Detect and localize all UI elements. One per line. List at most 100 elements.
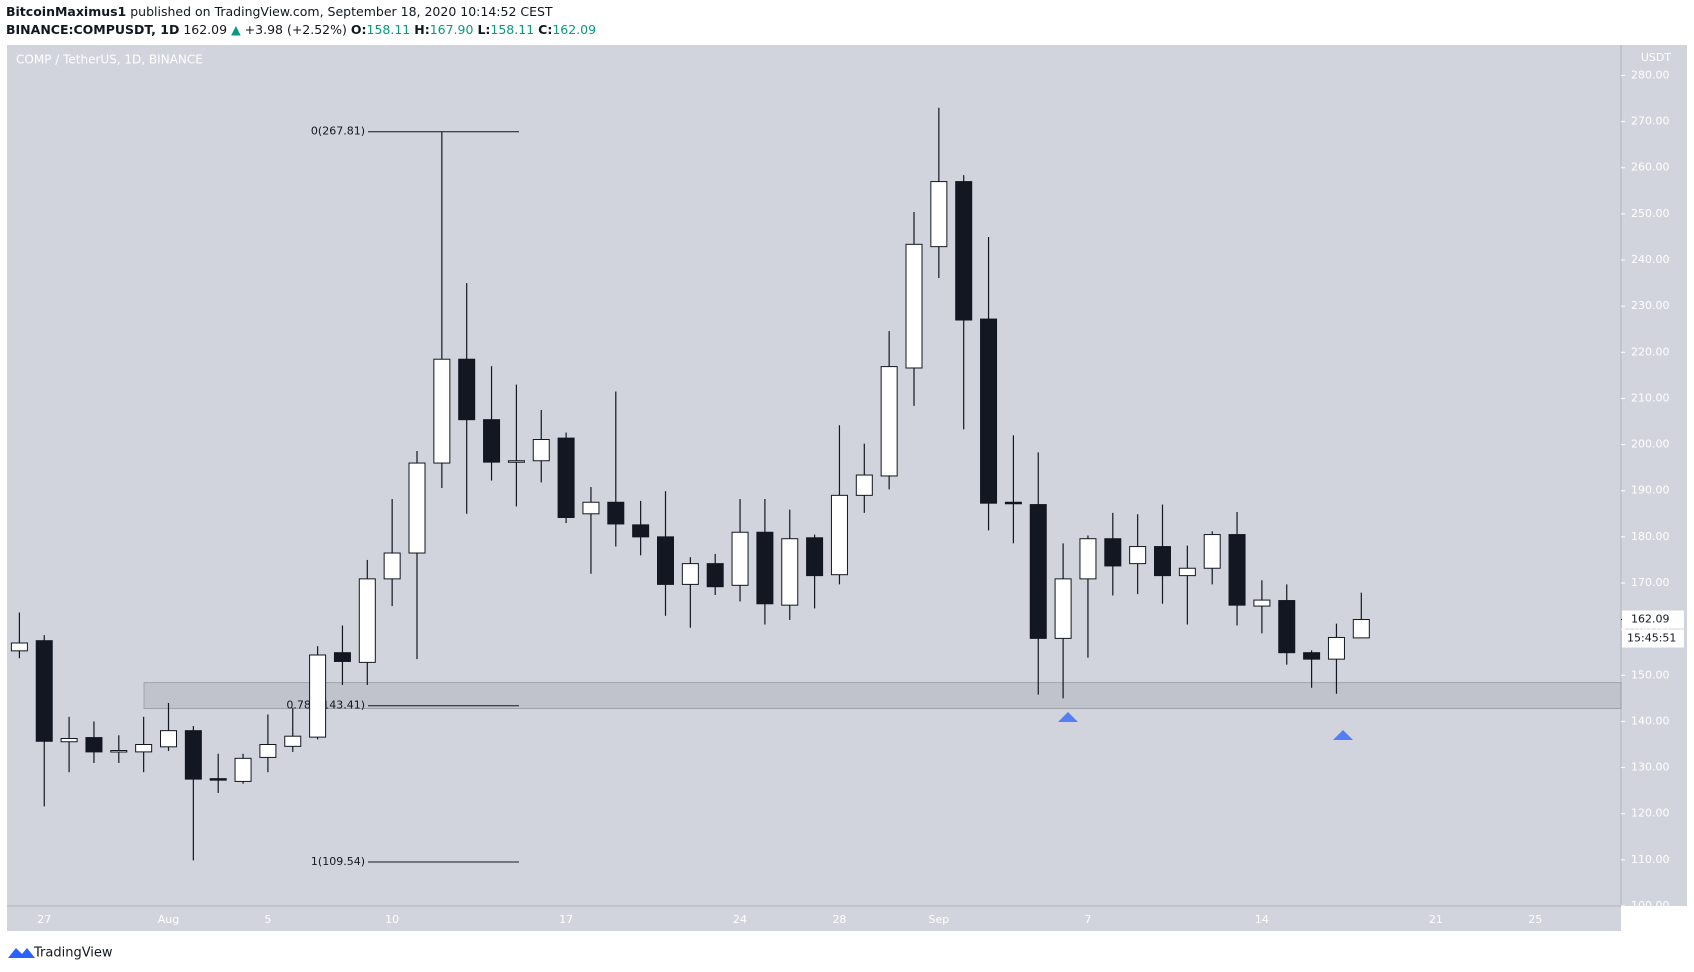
candle-body <box>855 474 873 496</box>
candle-body <box>1054 578 1072 639</box>
candle-body <box>1352 619 1370 639</box>
x-tick-label: 17 <box>559 913 573 926</box>
o-label: O: <box>350 22 367 37</box>
h-label: H: <box>414 22 430 37</box>
arrow: ▲ <box>231 22 241 37</box>
plot-background <box>7 45 1621 906</box>
y-tick-label: 250.00 <box>1631 207 1670 220</box>
candle-body <box>905 243 923 369</box>
candle-body <box>1178 567 1196 577</box>
candle-body <box>110 750 128 753</box>
quote-line: BINANCE:COMPUSDT, 1D 162.09 ▲ +3.98 (+2.… <box>6 21 596 39</box>
time-axis <box>7 906 1621 931</box>
y-tick-label: 220.00 <box>1631 345 1670 358</box>
o: 158.11 <box>366 22 411 37</box>
published: published on TradingView.com, September … <box>130 4 553 19</box>
h: 167.90 <box>429 22 474 37</box>
x-tick-label: 7 <box>1084 913 1091 926</box>
candle-body <box>483 419 501 463</box>
candle-body <box>930 181 948 248</box>
candle-body <box>1253 599 1271 607</box>
y-tick-label: 190.00 <box>1631 484 1670 497</box>
fib-label: 1(109.54) <box>311 855 365 868</box>
signal-arrow <box>1058 712 1078 722</box>
candle-body <box>1104 538 1122 567</box>
candle-body <box>408 462 426 554</box>
y-tick-label: 170.00 <box>1631 576 1670 589</box>
candle-body <box>284 735 302 747</box>
x-tick-label: 24 <box>733 913 747 926</box>
candle-body <box>756 531 774 605</box>
candle-body <box>1129 546 1147 565</box>
candle-body <box>1278 600 1296 654</box>
candle-body <box>806 537 824 577</box>
price-axis <box>1621 45 1687 906</box>
x-tick-label: 5 <box>264 913 271 926</box>
candle-body <box>383 552 401 580</box>
candle-body <box>1154 546 1171 577</box>
y-tick-label: 110.00 <box>1631 853 1670 866</box>
c-label: C: <box>538 22 553 37</box>
candle-body <box>706 563 724 588</box>
author: BitcoinMaximus1 <box>6 4 127 19</box>
signal-arrow <box>1333 730 1353 740</box>
y-tick-label: 280.00 <box>1631 68 1670 81</box>
brand: TradingView <box>33 946 113 961</box>
countdown-box <box>1622 629 1684 648</box>
candle-body <box>309 654 327 738</box>
symbol: BINANCE:COMPUSDT, 1D <box>6 22 180 37</box>
candle-body <box>1327 636 1345 660</box>
candle-body <box>1303 652 1321 660</box>
y-tick-label: 120.00 <box>1631 807 1670 820</box>
candle-body <box>10 642 28 652</box>
fib-label: 0(267.81) <box>311 125 365 138</box>
y-tick-label: 200.00 <box>1631 438 1670 451</box>
x-tick-label: Sep <box>928 913 949 926</box>
publish-line: BitcoinMaximus1 published on TradingView… <box>6 3 596 21</box>
candle-body <box>135 744 153 753</box>
x-tick-label: Aug <box>158 913 179 926</box>
candle-body <box>1079 538 1097 580</box>
x-tick-label: 28 <box>832 913 846 926</box>
candle-body <box>160 730 177 748</box>
y-tick-label: 180.00 <box>1631 530 1670 543</box>
y-tick-label: 130.00 <box>1631 761 1670 774</box>
x-tick-label: 21 <box>1429 913 1443 926</box>
candle-body <box>582 501 600 515</box>
candle-body <box>880 366 898 477</box>
candle-body <box>1004 501 1022 505</box>
logo-mark <box>8 948 35 958</box>
candle-body <box>333 652 351 662</box>
candle-body <box>1228 534 1246 606</box>
l: 158.11 <box>490 22 535 37</box>
candle-body <box>507 460 525 463</box>
y-tick-label: 240.00 <box>1631 253 1670 266</box>
last-price-box <box>1622 610 1684 629</box>
last: 162.09 <box>183 22 228 37</box>
candle-body <box>607 501 625 525</box>
candle-body <box>1029 504 1047 639</box>
support-zone <box>143 682 1622 709</box>
y-tick-label: 260.00 <box>1631 161 1670 174</box>
y-tick-label: 270.00 <box>1631 115 1670 128</box>
plot: 100.00110.00120.00130.00140.00150.00160.… <box>10 68 1670 926</box>
candle-body <box>632 524 650 538</box>
candle-body <box>35 640 53 742</box>
header: BitcoinMaximus1 published on TradingView… <box>6 3 596 39</box>
candle-body <box>830 494 848 576</box>
x-tick-label: 14 <box>1255 913 1269 926</box>
y-tick-label: 210.00 <box>1631 391 1670 404</box>
candle-body <box>955 181 973 321</box>
candle-body <box>557 437 575 518</box>
y-tick-label: 140.00 <box>1631 714 1670 727</box>
candle-body <box>358 578 376 663</box>
candle-body <box>85 737 103 753</box>
y-tick-label: 100.00 <box>1631 899 1670 912</box>
candle-body <box>681 563 699 585</box>
candle-body <box>209 778 227 781</box>
candle-body <box>980 318 998 504</box>
x-tick-label: 27 <box>37 913 51 926</box>
candle-body <box>60 738 78 743</box>
